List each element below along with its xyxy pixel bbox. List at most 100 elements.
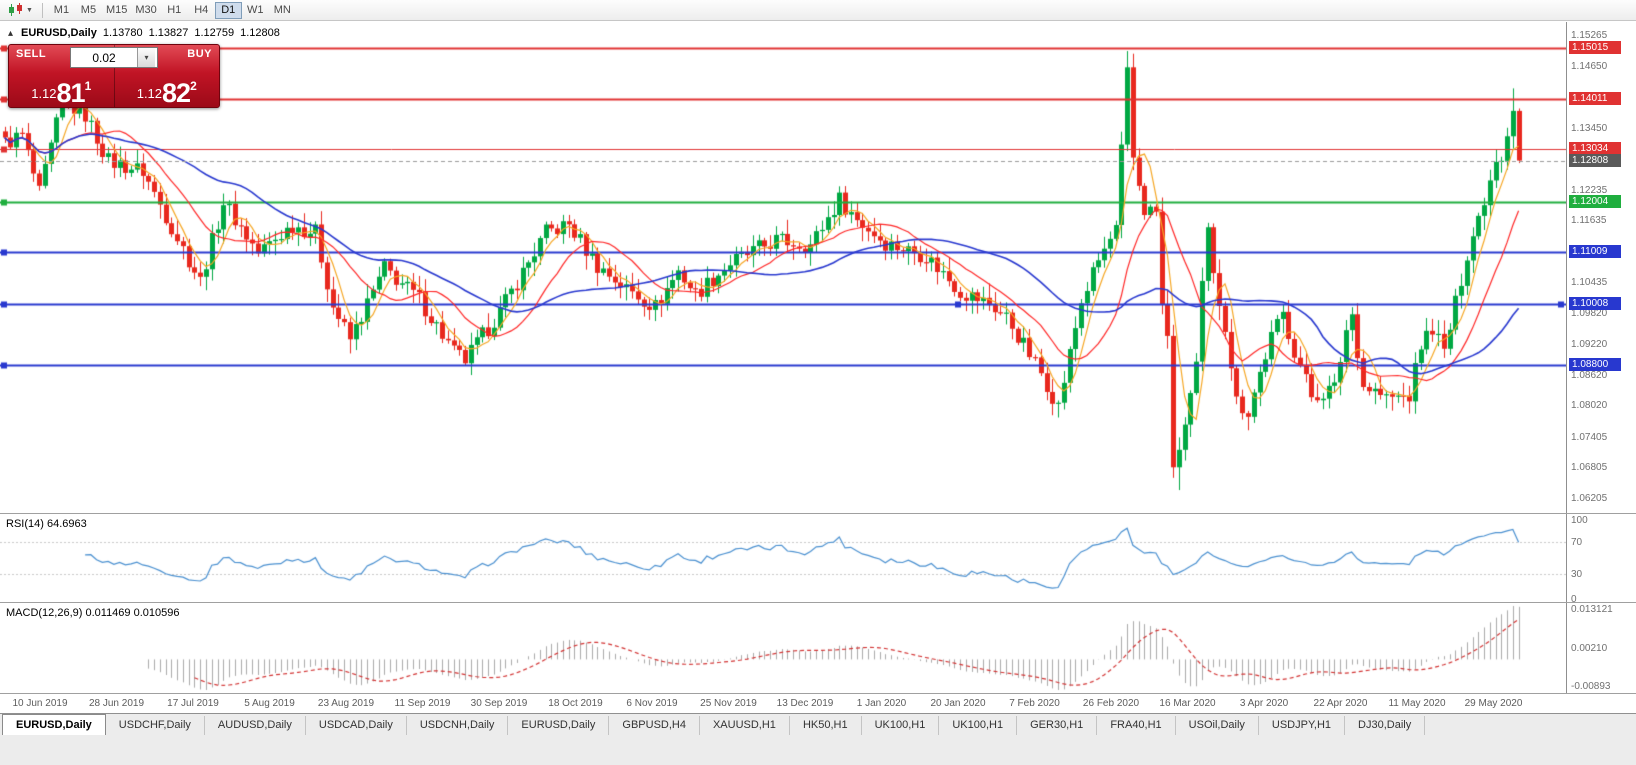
- date-label: 7 Feb 2020: [1009, 698, 1060, 709]
- date-label: 20 Jan 2020: [930, 698, 986, 709]
- chart-tab[interactable]: DJ30,Daily: [1345, 716, 1426, 735]
- macd-axis[interactable]: 0.013121 0.00210 -0.00893: [1568, 603, 1636, 693]
- timeframe-button[interactable]: W1: [242, 2, 269, 19]
- volume-dropdown-icon[interactable]: ▾: [137, 48, 155, 67]
- collapse-panel-icon[interactable]: ▴: [8, 27, 14, 39]
- chart-tab[interactable]: UK100,H1: [939, 716, 1018, 735]
- status-strip: [0, 735, 1636, 765]
- rsi-tick-label: 0: [1571, 594, 1577, 605]
- chart-tab-label: HK50,H1: [802, 719, 848, 731]
- chart-tab-label: USDCHF,Daily: [118, 719, 191, 731]
- price-tick-label: 1.07405: [1571, 431, 1608, 443]
- timeframe-button[interactable]: M30: [131, 2, 160, 19]
- chart-tab-label: USOil,Daily: [1188, 719, 1245, 731]
- date-label: 11 May 2020: [1388, 698, 1446, 709]
- date-label: 11 Sep 2019: [394, 698, 451, 709]
- close-value: 1.12808: [240, 27, 280, 39]
- price-tick-label: 1.08620: [1571, 369, 1608, 381]
- date-axis[interactable]: 10 Jun 2019 28 Jun 2019 17 Jul 2019 5 Aug 2…: [0, 693, 1636, 713]
- rsi-axis[interactable]: 100 70 30 0: [1568, 514, 1636, 605]
- date-label: 6 Nov 2019: [626, 698, 678, 709]
- timeframe-label: MN: [273, 4, 291, 16]
- price-tick-label: 1.12235: [1571, 184, 1608, 196]
- price-tick-label: 1.13450: [1571, 122, 1608, 134]
- chart-tab-label: XAUUSD,H1: [712, 719, 776, 731]
- timeframe-button[interactable]: M5: [75, 2, 102, 19]
- chevron-down-icon: ▼: [26, 6, 33, 14]
- chart-tab[interactable]: AUDUSD,Daily: [205, 716, 306, 735]
- price-level-label: 1.08800: [1569, 358, 1621, 372]
- low-value: 1.12759: [194, 27, 235, 39]
- price-axis-separator: [1566, 22, 1567, 513]
- date-label: 17 Jul 2019: [167, 698, 219, 709]
- toolbar-separator: [41, 2, 43, 18]
- date-label: 23 Aug 2019: [317, 698, 375, 709]
- candlestick-chart-icon: [9, 3, 22, 16]
- timeframe-button[interactable]: H1: [161, 2, 188, 19]
- chart-tab[interactable]: USDCNH,Daily: [407, 716, 509, 735]
- price-level-label: 1.10008: [1569, 296, 1621, 310]
- chart-tab-bar: EURUSD,Daily USDCHF,Daily AUDUSD,Daily U…: [0, 713, 1636, 735]
- rsi-canvas[interactable]: [0, 514, 1566, 603]
- price-tick-label: 1.14650: [1571, 61, 1608, 73]
- timeframe-button[interactable]: M15: [102, 2, 131, 19]
- timeframe-label: M1: [53, 4, 70, 16]
- chart-tab-label: USDJPY,H1: [1271, 719, 1332, 731]
- chart-tab[interactable]: XAUUSD,H1: [700, 716, 790, 735]
- timeframe-label: W1: [247, 4, 264, 16]
- date-label: 25 Nov 2019: [700, 698, 757, 709]
- macd-axis-separator: [1566, 603, 1567, 693]
- timeframe-button[interactable]: D1: [214, 1, 242, 19]
- rsi-pane: RSI(14) 64.6963 100 70 30 0: [0, 513, 1636, 605]
- macd-canvas[interactable]: [0, 603, 1566, 694]
- price-tick-label: 1.09220: [1571, 338, 1608, 350]
- chart-tab[interactable]: USDCAD,Daily: [306, 716, 407, 735]
- price-level-label: 1.11009: [1569, 245, 1621, 259]
- chart-tab-label: DJ30,Daily: [1358, 719, 1412, 731]
- high-value: 1.13827: [148, 27, 189, 39]
- current-price-label-col: 1.12808: [1568, 22, 1636, 513]
- macd-tick-label: -0.00893: [1571, 681, 1611, 692]
- date-label: 13 Dec 2019: [776, 698, 834, 709]
- chart-tab-label: USDCNH,Daily: [419, 719, 495, 731]
- chart-tab-label: UK100,H1: [952, 719, 1004, 731]
- chart-tab[interactable]: EURUSD,Daily: [2, 714, 106, 735]
- timeframe-button[interactable]: H4: [188, 2, 215, 19]
- timeframe-label: D1: [221, 4, 236, 16]
- chart-tab[interactable]: GER30,H1: [1017, 716, 1098, 735]
- chart-type-icon[interactable]: ▼: [4, 0, 37, 20]
- chart-tab[interactable]: FRA40,H1: [1097, 716, 1176, 735]
- chart-tab-label: GER30,H1: [1030, 719, 1084, 731]
- timeframe-label: M15: [105, 4, 128, 16]
- volume-input[interactable]: [71, 48, 137, 67]
- rsi-tick-label: 70: [1571, 536, 1583, 548]
- chart-tab-label: UK100,H1: [874, 719, 926, 731]
- rsi-label: RSI(14) 64.6963: [6, 518, 87, 530]
- price-level-label: 1.12004: [1569, 194, 1621, 208]
- chart-tab-label: EURUSD,Daily: [521, 719, 596, 731]
- price-tick-label: 1.09820: [1571, 308, 1608, 320]
- price-tick-label: 1.06805: [1571, 462, 1608, 474]
- buy-price: 1.12 82 2: [136, 78, 197, 108]
- timeframe-label: H4: [194, 4, 209, 16]
- timeframe-button[interactable]: MN: [269, 2, 296, 19]
- macd-tick-label: 0.00210: [1571, 642, 1608, 654]
- price-tick-label: 1.08020: [1571, 400, 1608, 412]
- chart-tab[interactable]: USOil,Daily: [1176, 716, 1259, 735]
- chart-tab[interactable]: USDCHF,Daily: [106, 716, 205, 735]
- chart-tab[interactable]: USDJPY,H1: [1259, 716, 1346, 735]
- date-label: 28 Jun 2019: [88, 698, 145, 709]
- chart-tab[interactable]: HK50,H1: [790, 716, 862, 735]
- date-label: 29 May 2020: [1464, 698, 1523, 709]
- timeframe-button[interactable]: M1: [48, 2, 75, 19]
- price-tick-label: 1.11635: [1571, 215, 1607, 227]
- sell-button[interactable]: SELL 1.12 81 1: [9, 45, 115, 107]
- date-label: 18 Oct 2019: [548, 698, 603, 709]
- rsi-axis-separator: [1566, 514, 1567, 602]
- sell-price: 1.12 81 1: [31, 78, 92, 108]
- price-level-label: 1.15015: [1569, 40, 1621, 54]
- chart-tab[interactable]: EURUSD,Daily: [508, 716, 610, 735]
- chart-tab[interactable]: GBPUSD,H4: [609, 716, 700, 735]
- main-chart-canvas[interactable]: [0, 22, 1566, 513]
- chart-tab[interactable]: UK100,H1: [862, 716, 940, 735]
